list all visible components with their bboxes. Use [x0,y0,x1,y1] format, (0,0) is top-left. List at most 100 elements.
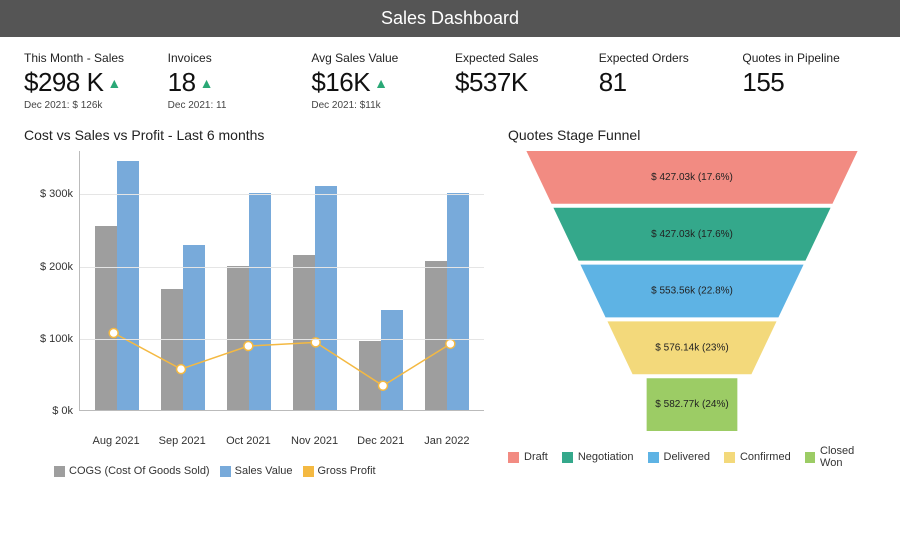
bar-chart-bars [80,151,484,410]
kpi-value-row: $298 K▲ [24,67,158,98]
kpi-label: Expected Sales [455,51,589,65]
kpi-value-row: 18▲ [168,67,302,98]
legend-swatch [220,466,231,477]
legend-item: Gross Profit [303,465,376,477]
y-tick-label: $ 100k [40,333,73,345]
kpi-value-row: $537K [455,67,589,98]
kpi-label: Avg Sales Value [311,51,445,65]
kpi-card: This Month - Sales $298 K▲ Dec 2021: $ 126… [24,51,158,111]
legend-item: COGS (Cost Of Goods Sold) [54,465,210,477]
funnel-stage-label: $ 576.14k (23%) [655,342,728,353]
funnel-stage-label: $ 553.56k (22.8%) [651,286,733,297]
kpi-label: Quotes in Pipeline [742,51,876,65]
dashboard-title: Sales Dashboard [381,8,519,28]
bar-sales [381,310,403,410]
kpi-sublabel: Dec 2021: 11 [168,100,302,111]
y-tick-label: $ 200k [40,261,73,273]
trend-up-icon: ▲ [200,75,214,91]
kpi-label: This Month - Sales [24,51,158,65]
legend-label: Gross Profit [318,465,376,477]
bar-sales [315,186,337,410]
bar-chart-plot [79,151,484,411]
x-tick-label: Dec 2021 [353,435,409,447]
legend-label: Draft [524,451,548,463]
legend-label: Negotiation [578,451,634,463]
legend-swatch [724,452,735,463]
bar-group [221,193,277,410]
bar-cogs [95,226,117,410]
kpi-card: Expected Sales $537K [455,51,589,111]
legend-swatch [303,466,314,477]
legend-swatch [508,452,519,463]
bar-sales [447,193,469,410]
x-tick-label: Nov 2021 [287,435,343,447]
funnel-panel: Quotes Stage Funnel $ 427.03k (17.6%)$ 4… [508,127,876,477]
kpi-card: Avg Sales Value $16K▲ Dec 2021: $11k [311,51,445,111]
bar-chart-title: Cost vs Sales vs Profit - Last 6 months [24,127,484,143]
kpi-value: 81 [599,67,627,98]
kpi-sublabel: Dec 2021: $11k [311,100,445,111]
legend-item: Draft [508,445,548,469]
funnel-title: Quotes Stage Funnel [508,127,876,143]
bar-group [287,186,343,410]
bar-group [419,193,475,410]
kpi-card: Invoices 18▲ Dec 2021: 11 [168,51,302,111]
kpi-value: $16K [311,67,370,98]
charts-row: Cost vs Sales vs Profit - Last 6 months … [0,121,900,477]
bar-cogs [425,261,447,411]
legend-item: Negotiation [562,445,634,469]
x-tick-label: Aug 2021 [88,435,144,447]
kpi-value: 18 [168,67,196,98]
legend-item: Confirmed [724,445,791,469]
legend-swatch [648,452,659,463]
legend-label: Confirmed [740,451,791,463]
bar-sales [249,193,271,410]
x-tick-label: Oct 2021 [220,435,276,447]
funnel-legend: Draft Negotiation Delivered Confirmed Closed… [508,445,876,469]
funnel-stage-label: $ 582.77k (24%) [655,399,728,410]
bar-chart-y-axis: $ 0k$ 100k$ 200k$ 300k [24,151,79,411]
kpi-label: Expected Orders [599,51,733,65]
bar-chart-area: $ 0k $ 100k $ 200k $ 300k [24,151,484,431]
bar-chart-x-labels: Aug 2021 Sep 2021 Oct 2021 Nov 2021 Dec 2021… [79,431,484,447]
bar-cogs [161,289,183,410]
funnel-chart: $ 427.03k (17.6%) $ 427.03k (17.6%) $ 553.… [512,151,872,431]
kpi-card: Quotes in Pipeline 155 [742,51,876,111]
kpi-row: This Month - Sales $298 K▲ Dec 2021: $ 126… [0,37,900,121]
legend-label: Sales Value [235,465,293,477]
x-tick-label: Jan 2022 [419,435,475,447]
kpi-sublabel: Dec 2021: $ 126k [24,100,158,111]
funnel-stage-label: $ 427.03k (17.6%) [651,172,733,183]
kpi-value: $537K [455,67,528,98]
grid-line [80,339,484,340]
legend-item: Sales Value [220,465,293,477]
trend-up-icon: ▲ [107,75,121,91]
funnel-stage-label: $ 427.03k (17.6%) [651,229,733,240]
kpi-value-row: $16K▲ [311,67,445,98]
bar-group [353,310,409,410]
trend-up-icon: ▲ [374,75,388,91]
dashboard-header: Sales Dashboard [0,0,900,37]
x-tick-label: Sep 2021 [154,435,210,447]
grid-line [80,267,484,268]
legend-swatch [54,466,65,477]
kpi-value-row: 81 [599,67,733,98]
legend-item: Delivered [648,445,710,469]
legend-label: COGS (Cost Of Goods Sold) [69,465,210,477]
legend-swatch [562,452,573,463]
kpi-value-row: 155 [742,67,876,98]
bar-cogs [293,255,315,410]
kpi-value: 155 [742,67,784,98]
legend-swatch [805,452,815,463]
y-tick-label: $ 0k [52,405,73,417]
bar-sales [183,245,205,410]
bar-chart-legend: COGS (Cost Of Goods Sold) Sales Value Gros… [54,465,484,477]
bar-cogs [359,341,381,410]
kpi-card: Expected Orders 81 [599,51,733,111]
bar-chart-panel: Cost vs Sales vs Profit - Last 6 months … [24,127,484,477]
kpi-label: Invoices [168,51,302,65]
bar-group [89,161,145,410]
y-tick-label: $ 300k [40,188,73,200]
legend-label: Closed Won [820,445,876,469]
grid-line [80,194,484,195]
